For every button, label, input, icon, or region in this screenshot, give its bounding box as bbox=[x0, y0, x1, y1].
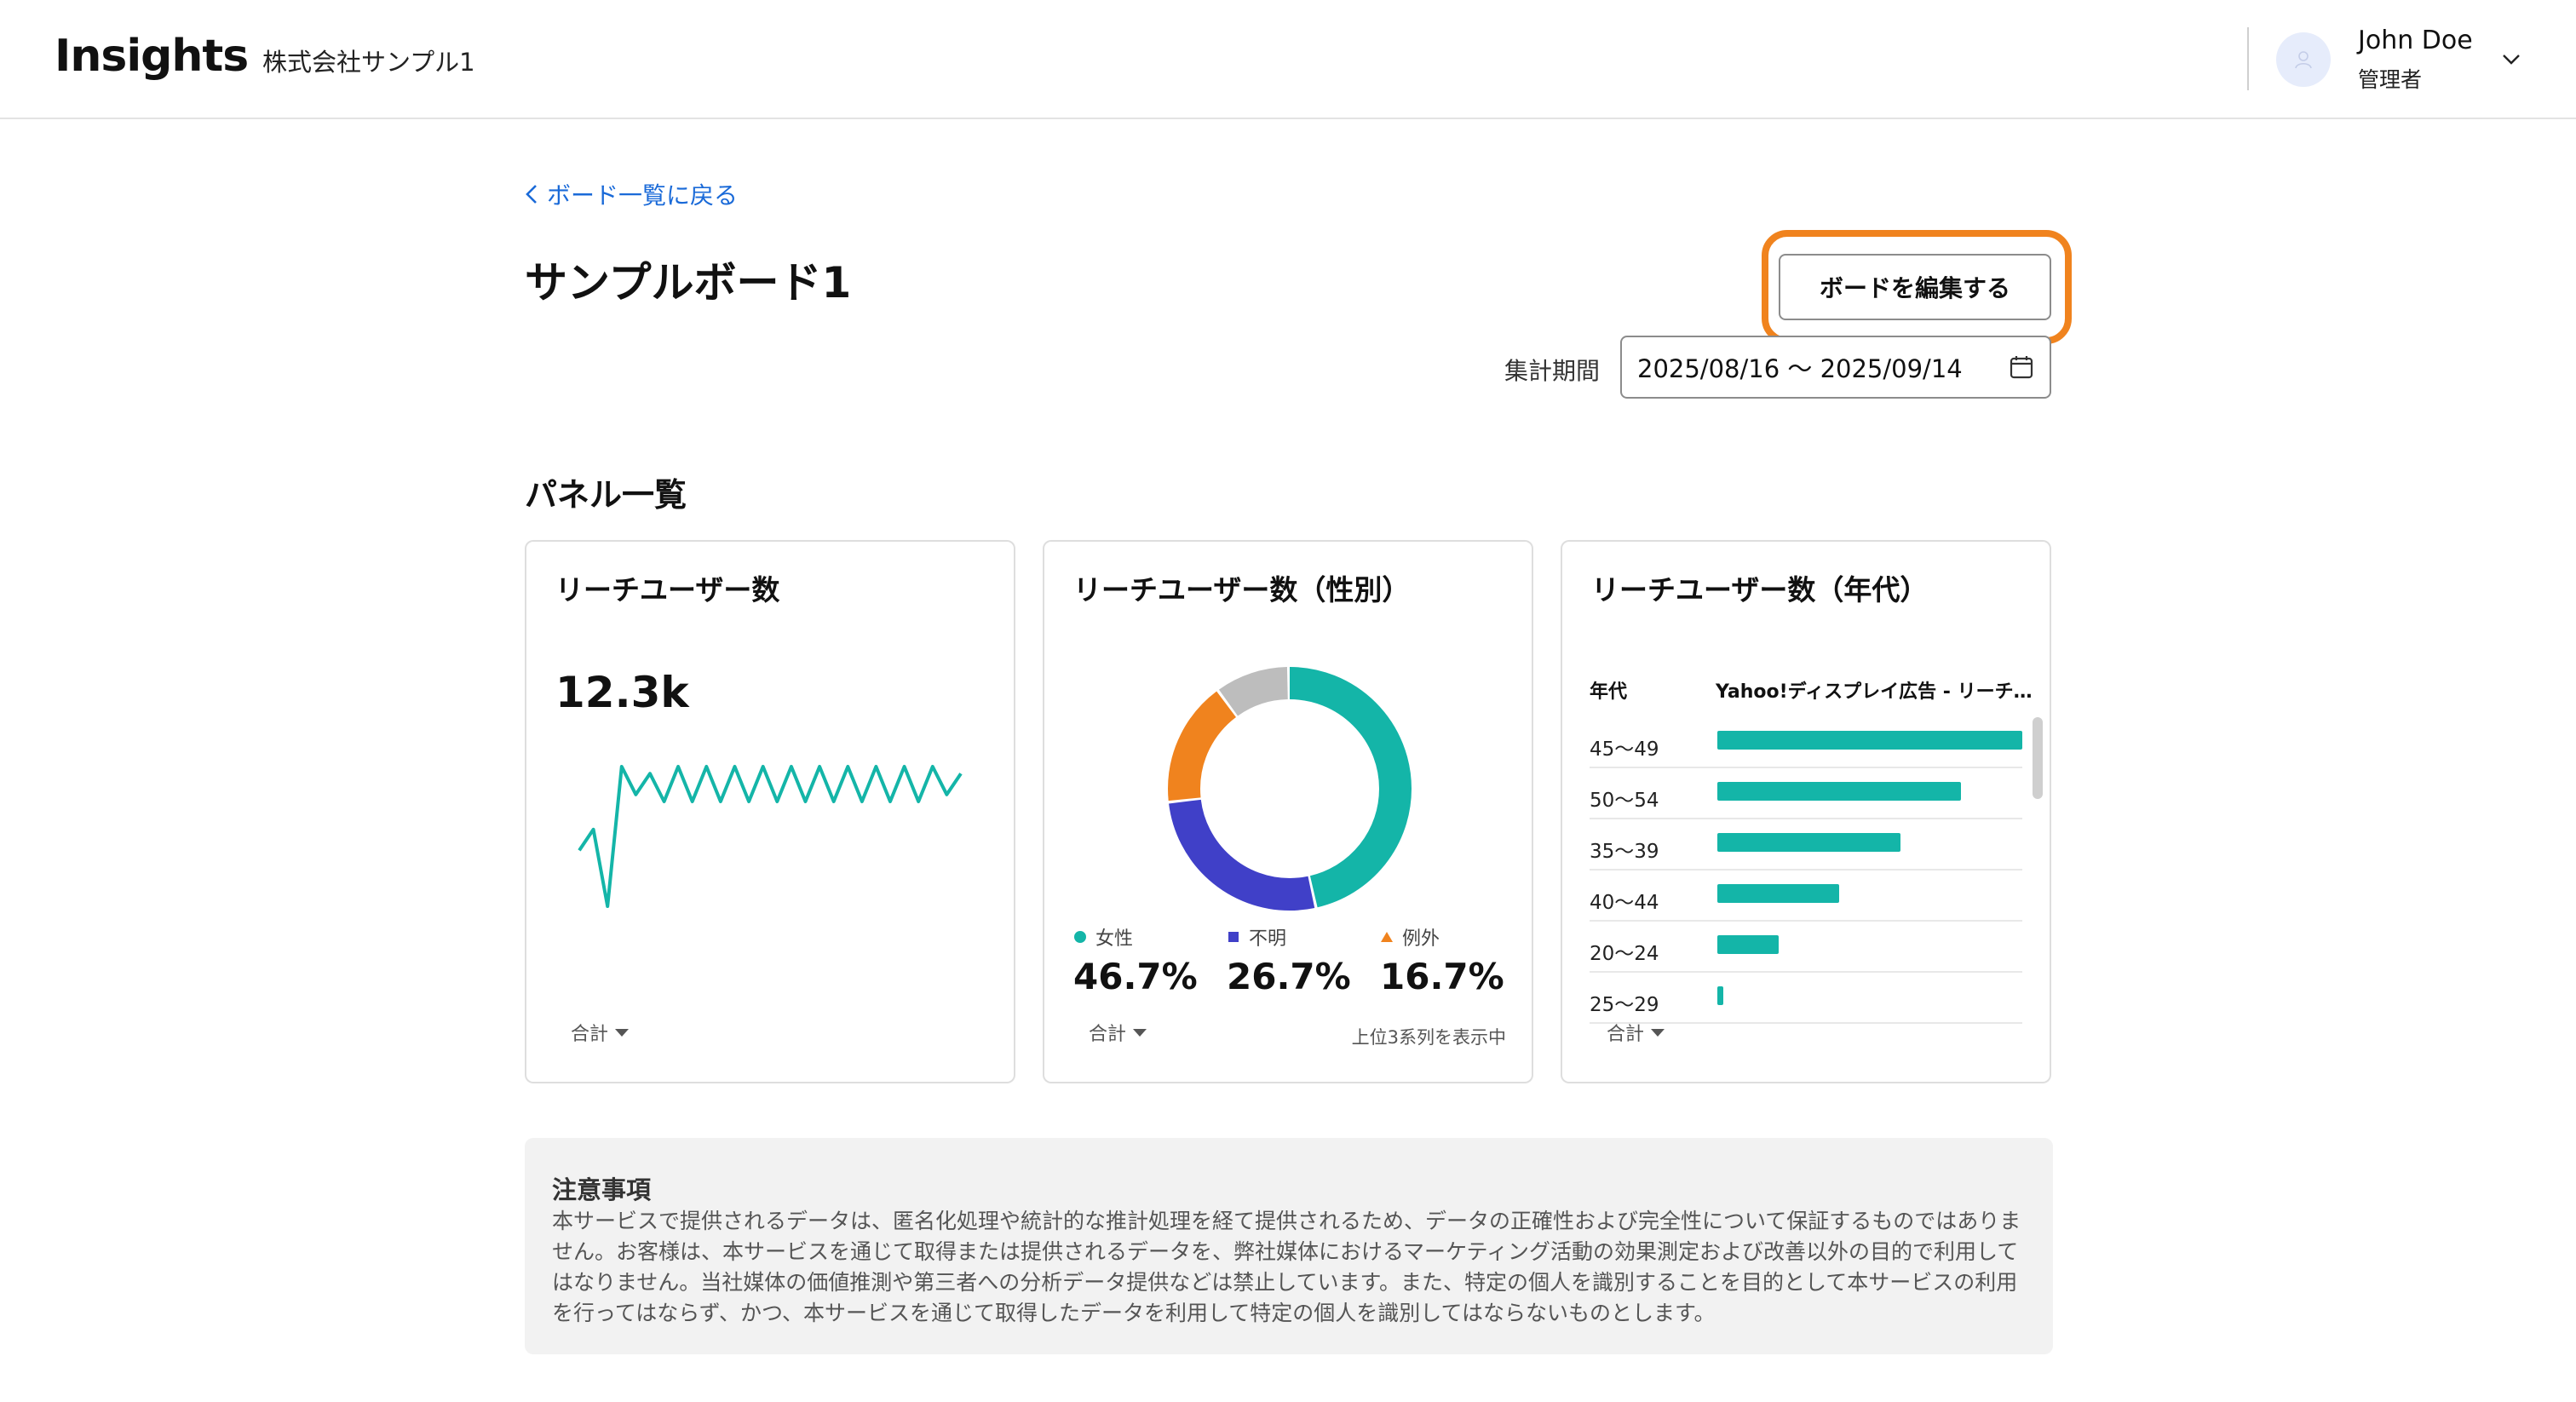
app-header: Insights 株式会社サンプル1 John Doe 管理者 bbox=[0, 0, 2576, 119]
caret-down-icon bbox=[1651, 1028, 1665, 1037]
table-row: 35〜39 bbox=[1590, 819, 2022, 871]
panel-title: リーチユーザー数 bbox=[555, 573, 780, 606]
age-label: 45〜49 bbox=[1590, 738, 1659, 761]
triangle-marker-icon bbox=[1381, 932, 1393, 942]
age-label: 20〜24 bbox=[1590, 943, 1659, 965]
donut-slice-0 bbox=[1168, 667, 1412, 911]
donut-slice-1 bbox=[1168, 667, 1412, 911]
legend-percentage: 26.7% bbox=[1227, 956, 1351, 997]
panel-title: リーチユーザー数（性別） bbox=[1073, 573, 1411, 606]
notice-title: 注意事項 bbox=[552, 1175, 652, 1204]
panels-section-title: パネル一覧 bbox=[525, 476, 687, 514]
user-role: 管理者 bbox=[2358, 67, 2423, 92]
table-row: 50〜54 bbox=[1590, 768, 2022, 819]
chevron-down-icon bbox=[2503, 55, 2520, 65]
legend-label: 例外 bbox=[1402, 928, 1440, 950]
period-date-range-input[interactable]: 2025/08/16 〜 2025/09/14 bbox=[1620, 336, 2051, 399]
header-divider bbox=[2247, 27, 2249, 90]
legend-item-unknown: 不明 26.7% bbox=[1227, 923, 1380, 997]
user-name: John Doe bbox=[2358, 26, 2473, 55]
user-icon bbox=[2295, 51, 2312, 69]
legend-label: 不明 bbox=[1249, 928, 1287, 950]
legend-percentage: 16.7% bbox=[1380, 956, 1504, 997]
app-logo[interactable]: Insights bbox=[55, 31, 249, 82]
sparkline-series bbox=[578, 765, 963, 908]
age-bar bbox=[1717, 986, 1724, 1005]
back-link-label: ボード一覧に戻る bbox=[547, 181, 739, 210]
period-label: 集計期間 bbox=[1504, 357, 1601, 385]
legend-item-female: 女性 46.7% bbox=[1073, 923, 1227, 997]
table-header-age: 年代 bbox=[1590, 681, 1628, 703]
age-bar bbox=[1717, 935, 1779, 954]
age-bar bbox=[1717, 833, 1900, 852]
donut-slice-2 bbox=[1168, 667, 1412, 911]
back-to-boards-link[interactable]: ボード一覧に戻る bbox=[525, 177, 738, 211]
caret-down-icon bbox=[1133, 1028, 1147, 1037]
aggregation-label: 合計 bbox=[1607, 1024, 1645, 1045]
edit-board-button[interactable]: ボードを編集する bbox=[1779, 254, 2051, 320]
aggregation-label: 合計 bbox=[571, 1024, 609, 1045]
age-label: 25〜29 bbox=[1590, 994, 1659, 1016]
table-row: 40〜44 bbox=[1590, 871, 2022, 922]
panel-reach-users[interactable]: リーチユーザー数 12.3k 合計 bbox=[525, 540, 1015, 1083]
notice-box: 注意事項 本サービスで提供されるデータは、匿名化処理や統計的な推計処理を経て提供… bbox=[525, 1138, 2053, 1354]
legend-percentage: 46.7% bbox=[1073, 956, 1198, 997]
age-bar bbox=[1717, 884, 1840, 903]
aggregation-dropdown[interactable]: 合計 bbox=[1089, 1019, 1147, 1046]
legend-label: 女性 bbox=[1095, 928, 1134, 950]
age-bar bbox=[1717, 731, 2022, 750]
calendar-icon[interactable] bbox=[2009, 354, 2034, 380]
period-value: 2025/08/16 〜 2025/09/14 bbox=[1637, 354, 1963, 383]
company-name: 株式会社サンプル1 bbox=[262, 48, 475, 77]
avatar[interactable] bbox=[2276, 32, 2331, 87]
table-scrollbar[interactable] bbox=[2033, 717, 2043, 799]
table-row: 20〜24 bbox=[1590, 922, 2022, 973]
caret-down-icon bbox=[615, 1028, 630, 1037]
table-row: 45〜49 bbox=[1590, 717, 2022, 768]
age-label: 50〜54 bbox=[1590, 790, 1659, 812]
page-title: サンプルボード1 bbox=[525, 258, 852, 307]
square-marker-icon bbox=[1228, 932, 1239, 942]
panel-reach-users-gender[interactable]: リーチユーザー数（性別） 女性 46.7% 不明 26.7% 例外 16.7% … bbox=[1043, 540, 1533, 1083]
table-row: 25〜29 bbox=[1590, 973, 2022, 1024]
panel-title: リーチユーザー数（年代） bbox=[1591, 573, 1929, 606]
chevron-left-icon bbox=[526, 185, 537, 204]
age-label: 40〜44 bbox=[1590, 892, 1659, 914]
panel-metric-value: 12.3k bbox=[555, 668, 689, 717]
circle-marker-icon bbox=[1074, 931, 1086, 943]
table-header-series: Yahoo!ディスプレイ広告 - リーチ… bbox=[1716, 681, 2033, 703]
user-menu-toggle[interactable] bbox=[2494, 46, 2528, 73]
series-note: 上位3系列を表示中 bbox=[1351, 1027, 1506, 1048]
gender-donut-chart bbox=[1168, 667, 1412, 911]
notice-body: 本サービスで提供されるデータは、匿名化処理や統計的な推計処理を経て提供されるため… bbox=[552, 1209, 2021, 1325]
reach-sparkline-chart bbox=[578, 765, 963, 908]
aggregation-dropdown[interactable]: 合計 bbox=[571, 1019, 630, 1046]
aggregation-dropdown[interactable]: 合計 bbox=[1607, 1019, 1665, 1046]
age-label: 35〜39 bbox=[1590, 841, 1659, 863]
legend-item-other: 例外 16.7% bbox=[1380, 923, 1533, 997]
age-bar bbox=[1717, 782, 1962, 801]
aggregation-label: 合計 bbox=[1089, 1024, 1127, 1045]
panel-reach-users-age[interactable]: リーチユーザー数（年代） 年代 Yahoo!ディスプレイ広告 - リーチ… 45… bbox=[1561, 540, 2051, 1083]
